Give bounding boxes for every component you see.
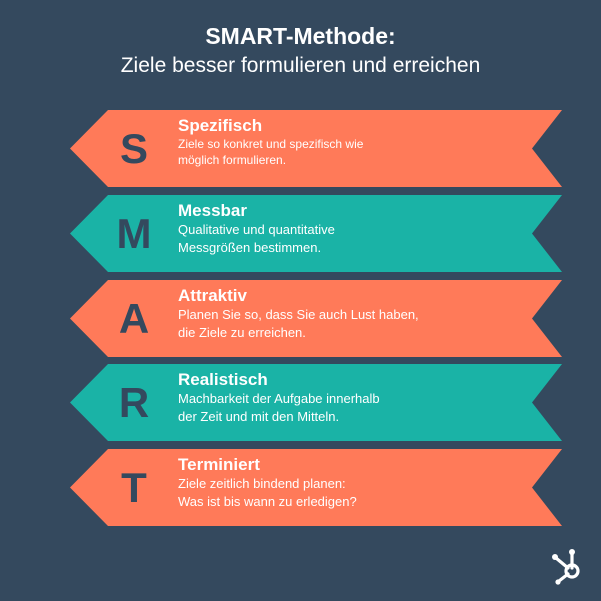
row-heading: Terminiert [178, 455, 260, 474]
row-heading: Spezifisch [178, 116, 263, 135]
row-description: Ziele so konkret und spezifisch wie mögl… [178, 136, 478, 168]
row-heading: Realistisch [178, 370, 268, 389]
smart-row-attractive: A Attraktiv Planen Sie so, dass Sie auch… [70, 280, 562, 357]
row-description-line: Messgrößen bestimmen. [178, 240, 322, 255]
ribbon-shape [70, 364, 562, 441]
row-heading: Messbar [178, 201, 247, 220]
row-description-line: der Zeit und mit den Mitteln. [178, 409, 340, 424]
row-letter: A [118, 294, 150, 342]
smart-row-time-bound: T Terminiert Ziele zeitlich bindend plan… [70, 449, 562, 526]
row-letter: T [121, 463, 147, 511]
ribbon-shape [70, 280, 562, 357]
smart-row-specific: S Spezifisch Ziele so konkret und spezif… [70, 110, 562, 187]
sprocket-node [552, 554, 558, 560]
smart-row-realistic: R Realistisch Machbarkeit der Aufgabe in… [70, 364, 562, 441]
hubspot-sprocket-icon [552, 549, 580, 585]
row-description-line: die Ziele zu erreichen. [178, 325, 306, 340]
sprocket-node [569, 549, 575, 555]
row-letter: M [116, 209, 152, 257]
row-heading: Attraktiv [178, 286, 247, 305]
row-description-line: Ziele zeitlich bindend planen: [178, 476, 346, 491]
row-description: Ziele zeitlich bindend planen: Was ist b… [178, 475, 478, 511]
row-description-line: Ziele so konkret und spezifisch wie [178, 137, 364, 151]
row-description-line: möglich formulieren. [178, 153, 287, 167]
smart-row-measurable: M Messbar Qualitative und quantitative M… [70, 195, 562, 272]
row-description-line: Was ist bis wann zu erledigen? [178, 494, 357, 509]
ribbon-fill [70, 449, 562, 526]
row-description-line: Machbarkeit der Aufgabe innerhalb [178, 391, 380, 406]
ribbon-fill [70, 364, 562, 441]
page-subtitle: Ziele besser formulieren und erreichen [120, 54, 481, 77]
row-description: Qualitative und quantitative Messgrößen … [178, 221, 478, 257]
ribbon-shape [70, 195, 562, 272]
row-description-line: Planen Sie so, dass Sie auch Lust haben, [178, 307, 419, 322]
row-description-line: Qualitative und quantitative [178, 222, 335, 237]
sprocket-hub [564, 563, 580, 579]
row-letter: S [119, 124, 148, 172]
ribbon-shape [70, 110, 562, 187]
sprocket-node [555, 579, 561, 585]
row-letter: R [118, 378, 150, 426]
row-description: Machbarkeit der Aufgabe innerhalb der Ze… [178, 390, 478, 426]
page-title: SMART-Methode: [205, 23, 396, 49]
row-description: Planen Sie so, dass Sie auch Lust haben,… [178, 306, 478, 342]
ribbon-fill [70, 195, 562, 272]
ribbon-fill [70, 110, 562, 187]
ribbon-fill [70, 280, 562, 357]
sprocket-spoke [554, 556, 570, 570]
ribbon-shape [70, 449, 562, 526]
